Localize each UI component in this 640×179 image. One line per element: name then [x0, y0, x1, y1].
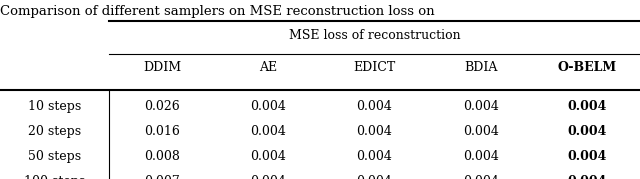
Text: 0.004: 0.004: [567, 175, 607, 179]
Text: 0.004: 0.004: [356, 175, 392, 179]
Text: 0.004: 0.004: [463, 100, 499, 113]
Text: 0.004: 0.004: [463, 125, 499, 138]
Text: 0.026: 0.026: [144, 100, 180, 113]
Text: 0.004: 0.004: [250, 100, 286, 113]
Text: BDIA: BDIA: [464, 61, 497, 74]
Text: DDIM: DDIM: [143, 61, 181, 74]
Text: EDICT: EDICT: [353, 61, 396, 74]
Text: 0.004: 0.004: [356, 150, 392, 163]
Text: 0.004: 0.004: [250, 125, 286, 138]
Text: AE: AE: [259, 61, 277, 74]
Text: 0.004: 0.004: [567, 100, 607, 113]
Text: 0.004: 0.004: [250, 175, 286, 179]
Text: 0.004: 0.004: [463, 175, 499, 179]
Text: 0.004: 0.004: [567, 150, 607, 163]
Text: 0.016: 0.016: [144, 125, 180, 138]
Text: 10 steps: 10 steps: [28, 100, 81, 113]
Text: 20 steps: 20 steps: [28, 125, 81, 138]
Text: 50 steps: 50 steps: [28, 150, 81, 163]
Text: 0.004: 0.004: [356, 100, 392, 113]
Text: O-BELM: O-BELM: [557, 61, 616, 74]
Text: 0.007: 0.007: [144, 175, 180, 179]
Text: 0.004: 0.004: [567, 125, 607, 138]
Text: 0.004: 0.004: [463, 150, 499, 163]
Text: Comparison of different samplers on MSE reconstruction loss on: Comparison of different samplers on MSE …: [0, 5, 435, 18]
Text: 0.004: 0.004: [250, 150, 286, 163]
Text: 0.004: 0.004: [356, 125, 392, 138]
Text: 100 steps: 100 steps: [24, 175, 85, 179]
Text: MSE loss of reconstruction: MSE loss of reconstruction: [289, 29, 460, 42]
Text: 0.008: 0.008: [144, 150, 180, 163]
